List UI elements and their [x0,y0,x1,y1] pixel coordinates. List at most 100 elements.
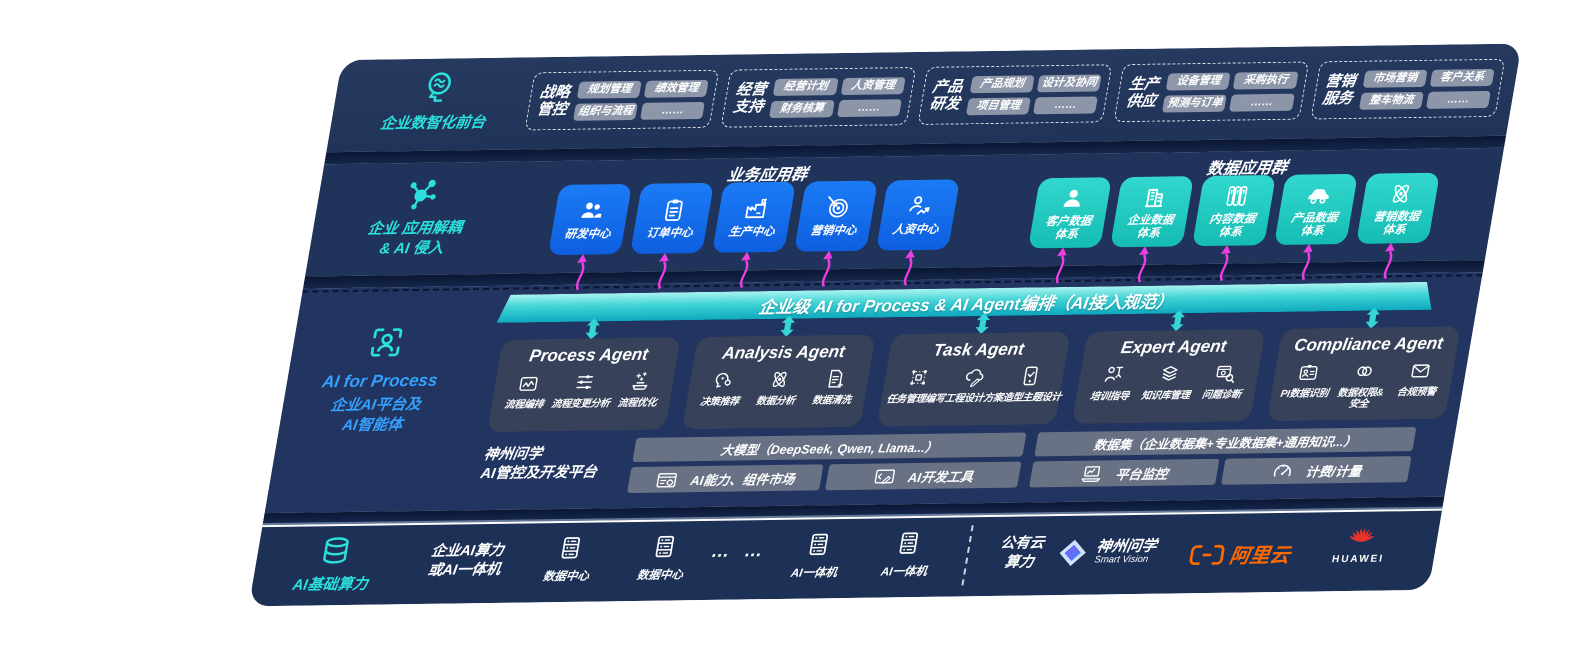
platform-group-datasets-header: 数据集（企业数据集+专业数据集+通用知识...） [1034,427,1417,457]
platform-group-models-header: 大模型（DeepSeek, Qwen, Llama...） [632,432,1027,462]
agent-title: Process Agent [527,344,650,366]
head-ai-icon [710,369,737,392]
monitor-icon [1079,462,1106,485]
front-group-name: 生产 供应 [1124,75,1161,111]
factory-icon [740,195,772,222]
front-item-pill: …… [1229,93,1295,112]
huawei-flower-icon [1342,522,1381,553]
logo-shenzhou-sub: Smart Vision [1093,553,1150,566]
doc-clean-icon [822,367,849,390]
agent-item-label: 数据清洗 [811,394,852,407]
diagram-panel: 企业数智化前台 战略 管控 规划管理 绩效管理 组织与流程…… 经营 支持 经营计划 人资管理财… [248,43,1522,607]
front-group-4: 生产 供应 设备管理 采购执行 预测与订单…… [1113,61,1309,123]
front-group-3: 产品 研发 产品规划 设计及协同 项目管理…… [917,64,1113,125]
cloud-edit-icon [961,365,988,388]
agent-icons [888,364,1060,389]
front-item-pill: …… [640,101,706,120]
brain-icon-wrap [366,67,512,107]
logo-shenzhou-wenxue: 神州问学 Smart Vision [1055,537,1158,568]
infra-node-4: AI一体机 [778,531,856,581]
brain-icon [417,67,462,106]
infra-divider [961,525,974,586]
data-tile-label: 企业数据 体系 [1126,214,1175,240]
agent-box-expert-agent: Expert Agent 培训指导 知识库管理 问题诊断 [1071,329,1266,424]
platform-pill-label: 计费/计量 [1304,463,1363,480]
platform-pill-label: AI开发工具 [906,468,975,485]
front-group-name: 经营 支持 [731,81,768,116]
enterprise-compute-label: 企业AI算力 或AI一体机 [403,541,529,581]
platform-group-datasets: 数据集（企业数据集+专业数据集+通用知识...） 平台监控 计费/计量 [1029,427,1417,488]
business-tile-label: 营销中心 [809,225,858,238]
front-item-pill: 设备管理 [1166,72,1232,90]
market-icon [654,468,681,491]
business-tile-label: 研发中心 [563,228,612,242]
agent-item-label: 数据分析 [755,395,796,408]
agent-item-label: 问题诊断 [1201,389,1242,402]
infra-label: AI基础算力 [291,575,370,594]
infra-node-5: AI一体机 [868,530,946,580]
molecule-icon-wrap [348,174,494,214]
infra-node-1: 数据中心 [530,534,608,584]
front-item-pill: 人资管理 [840,76,906,95]
agent-icons [1278,359,1450,384]
atom-icon [1385,180,1417,207]
front-item-pill: 客户关系 [1429,68,1495,87]
tablet-design-icon [1017,364,1044,387]
front-item-pill: …… [836,98,902,117]
infra-node-label: AI一体机 [789,567,838,580]
front-group-items: 市场营销 客户关系 整车物流…… [1358,68,1495,110]
sliders-icon [571,370,598,393]
ai-platform-label: 企业AI平台及 AI智能体 [296,394,453,436]
infra-dots: … … [710,540,770,561]
front-item-pill: …… [1425,90,1491,109]
exchange-arrow-icon [975,313,990,335]
devtools-icon [871,465,898,488]
agent-item-label: 决策推荐 [699,396,740,409]
infra-node-2: 数据中心 [624,533,702,583]
business-tile-1: 研发中心 [548,183,633,256]
platform-group-datasets-items: 平台监控 计费/计量 [1029,456,1412,488]
business-tile-5: 人资中心 [876,179,961,251]
logo-huawei-name: HUAWEI [1330,553,1385,566]
agent-title: Task Agent [931,339,1026,360]
agent-item-label: PI数据识别 [1279,388,1330,400]
agent-item-label: 知识库管理 [1140,390,1191,402]
platform-label-line1: 神州问学 [482,446,544,464]
exchange-arrows [303,272,1483,340]
front-group-items: 设备管理 采购执行 预测与订单…… [1162,71,1299,113]
front-group-1: 战略 管控 规划管理 绩效管理 组织与流程…… [524,69,720,131]
orchestration-bar: 企业级 AI for Process & AI Agent编排（AI接入规范） [497,282,1437,323]
server-icon [650,533,680,559]
exchange-arrow-icon [1170,310,1185,332]
data-tile-2: 企业数据 体系 [1109,176,1194,248]
business-tile-3: 生产中心 [712,181,797,253]
data-tile-label: 客户数据 体系 [1044,215,1093,241]
platform-group-models-items: AI能力、组件市场 AI开发工具 [627,461,1022,494]
application-band: 企业 应用解耦 & AI 侵入 业务应用群 数据应用群 研发中心 订单中心 生产中心… [304,147,1505,277]
front-item-pill: 项目管理 [965,96,1031,115]
front-item-pill: 市场营销 [1362,69,1428,88]
business-tile-2: 订单中心 [630,182,715,254]
agent-labels: 培训指导 知识库管理 问题诊断 [1080,389,1250,402]
layers-icon [1156,362,1183,385]
data-app-tiles: 客户数据 体系 企业数据 体系 内容数据 体系 产品数据 体系 营销数据 体系 [1028,172,1440,249]
agent-item-label: 流程编排 [503,399,545,411]
clipboard-icon [658,196,690,223]
ai-for-process-label: AI for Process [320,370,440,392]
person-icon [1057,185,1089,212]
front-office-side-label: 企业数智化前台 [361,67,512,134]
data-tile-label: 营销数据 体系 [1372,210,1421,236]
agent-icons [693,367,865,392]
front-item-pill: 组织与流程 [573,102,639,121]
front-group-name: 产品 研发 [928,78,965,113]
exchange-arrow-icon [780,315,795,337]
platform-pill: 计费/计量 [1221,456,1412,485]
agent-item-label: 编写工程设计方案 [924,392,1004,405]
ai-platform-side-label: AI for Process 企业AI平台及 AI智能体 [296,322,465,436]
platform-label: 神州问学 AI管控及开发平台 [479,444,602,484]
infra-node-label: 数据中心 [541,570,590,584]
task-grid-icon [905,366,932,389]
logo-aliyun: 阿里云 [1187,539,1293,569]
agent-labels: 流程编排 流程变更分析 流程优化 [495,398,665,411]
